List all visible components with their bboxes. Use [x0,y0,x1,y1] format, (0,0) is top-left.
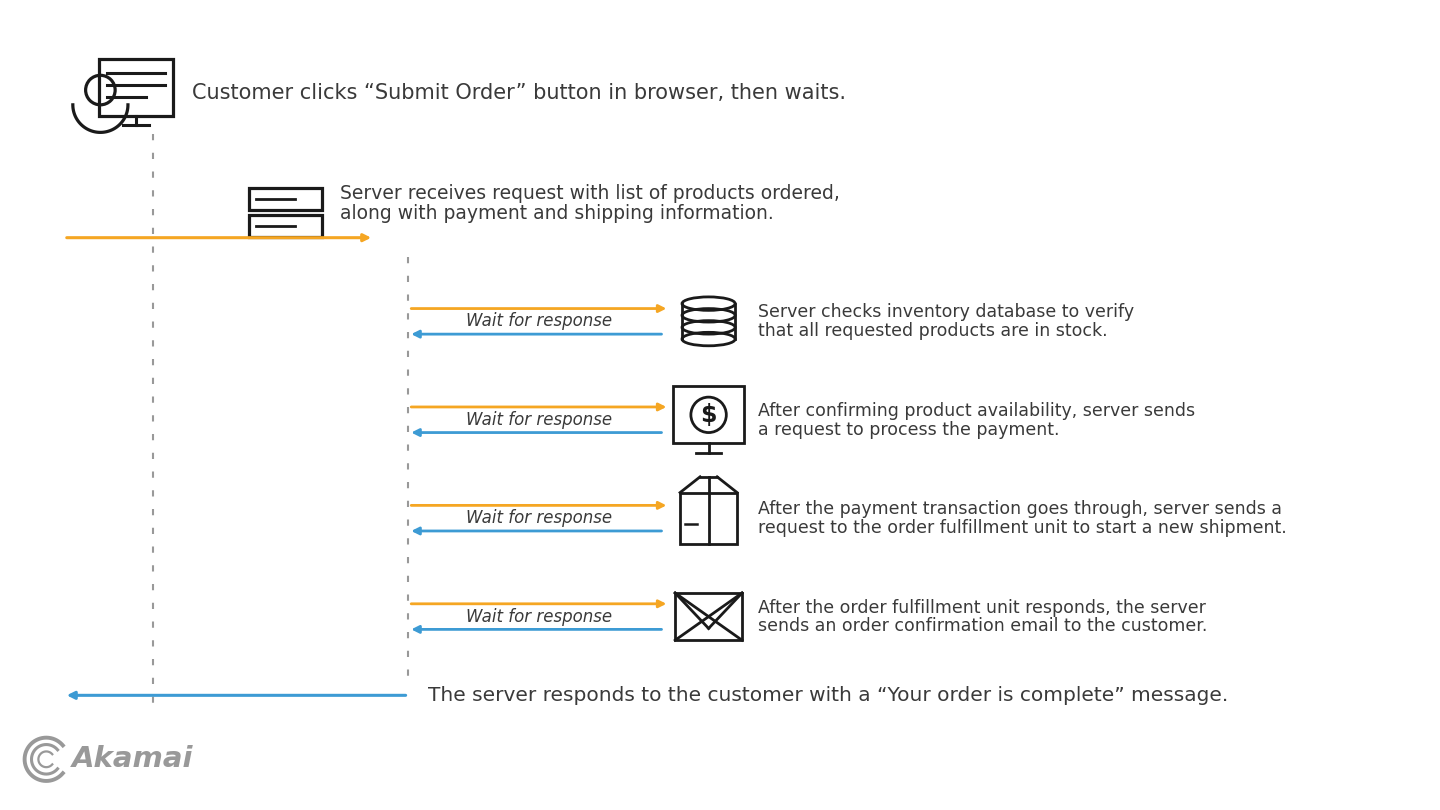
Bar [675,593,742,640]
Text: Server checks inventory database to verify: Server checks inventory database to veri… [757,304,1133,322]
Text: After the order fulfillment unit responds, the server: After the order fulfillment unit respond… [757,599,1205,616]
Text: The server responds to the customer with a “Your order is complete” message.: The server responds to the customer with… [428,686,1228,705]
Text: After the payment transaction goes through, server sends a: After the payment transaction goes throu… [757,501,1282,518]
Text: along with payment and shipping information.: along with payment and shipping informat… [340,203,773,223]
Text: Wait for response: Wait for response [465,608,612,625]
Text: Akamai: Akamai [72,745,193,774]
Text: Wait for response: Wait for response [465,313,612,330]
Bar [672,386,744,443]
Text: a request to process the payment.: a request to process the payment. [757,420,1060,438]
Bar [249,189,323,210]
Bar [249,215,323,237]
Text: Server receives request with list of products ordered,: Server receives request with list of pro… [340,184,840,202]
Text: Wait for response: Wait for response [465,411,612,428]
Text: Customer clicks “Submit Order” button in browser, then waits.: Customer clicks “Submit Order” button in… [192,83,845,103]
Text: Wait for response: Wait for response [465,509,612,527]
Text: $: $ [700,403,717,427]
Bar [680,492,737,544]
Bar [99,58,173,116]
Text: that all requested products are in stock.: that all requested products are in stock… [757,322,1107,340]
Text: After confirming product availability, server sends: After confirming product availability, s… [757,402,1195,420]
Text: request to the order fulfillment unit to start a new shipment.: request to the order fulfillment unit to… [757,519,1286,537]
Text: sends an order confirmation email to the customer.: sends an order confirmation email to the… [757,617,1207,635]
